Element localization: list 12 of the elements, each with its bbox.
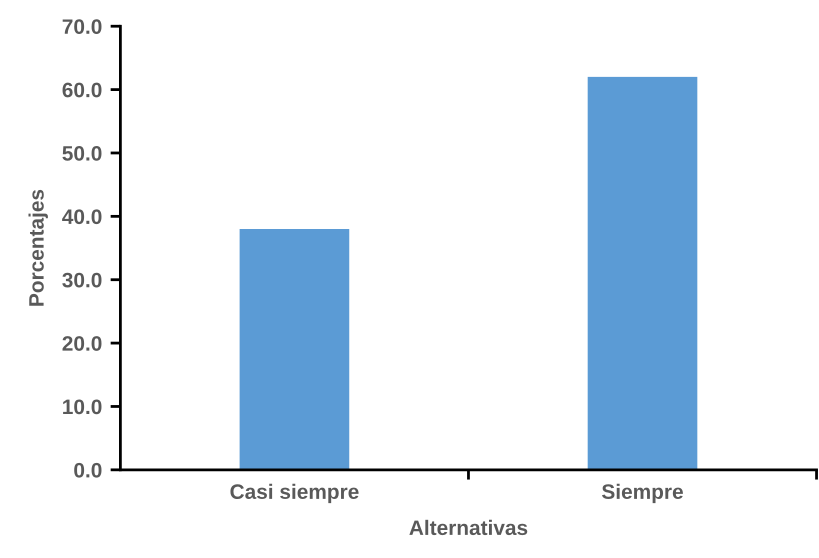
- y-tick-label: 30.0: [62, 272, 102, 288]
- y-tick-label: 60.0: [62, 82, 102, 98]
- y-tick-label: 50.0: [62, 146, 102, 161]
- x-tick-label: Siempre: [602, 484, 683, 504]
- y-tick-label: 20.0: [62, 336, 102, 351]
- y-axis-title: Porcentajes: [28, 190, 48, 306]
- y-tick-label: 0.0: [74, 462, 102, 478]
- y-tick-label: 40.0: [62, 209, 102, 224]
- y-tick-label: 70.0: [62, 19, 102, 34]
- y-tick-label: 10.0: [63, 399, 102, 414]
- x-tick-label: Casi siempre: [230, 484, 359, 504]
- x-axis-title: Alternativas: [409, 520, 528, 536]
